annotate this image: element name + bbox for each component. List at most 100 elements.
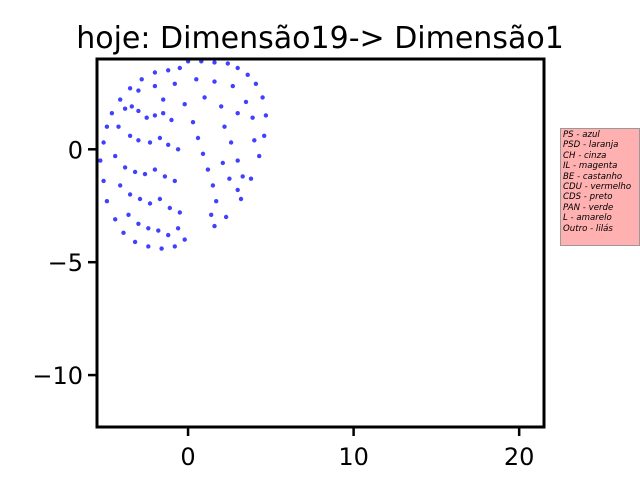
data-point xyxy=(161,97,166,102)
data-point xyxy=(156,228,161,233)
data-point xyxy=(248,176,254,181)
data-point xyxy=(127,86,133,91)
data-point xyxy=(175,226,181,231)
axis-ticks: 0 10 20 0 −5 −10 xyxy=(32,136,534,471)
data-point xyxy=(142,171,148,177)
data-point xyxy=(235,158,240,163)
data-point xyxy=(209,212,214,217)
data-point xyxy=(101,140,106,145)
data-point xyxy=(230,83,235,89)
data-point xyxy=(147,201,153,206)
x-tick-label: 20 xyxy=(504,443,535,471)
data-point xyxy=(228,140,234,145)
data-point xyxy=(210,183,216,188)
data-point xyxy=(122,106,128,111)
data-point xyxy=(146,244,151,249)
data-point xyxy=(214,199,219,204)
data-point xyxy=(190,120,196,125)
data-point xyxy=(152,113,158,118)
x-tick-label: 10 xyxy=(338,443,369,471)
data-point xyxy=(245,72,250,78)
data-point xyxy=(222,124,227,129)
data-point xyxy=(121,230,126,235)
data-point xyxy=(195,135,201,141)
data-point xyxy=(127,192,133,197)
data-point xyxy=(116,124,121,129)
data-point xyxy=(113,153,118,159)
data-point xyxy=(152,70,158,75)
data-point xyxy=(104,124,110,129)
data-point xyxy=(127,133,133,138)
data-point xyxy=(101,178,106,184)
legend-entry: PS - azul xyxy=(563,130,600,140)
data-point xyxy=(126,212,131,217)
data-point xyxy=(132,169,138,175)
legend-entry: Outro - lilás xyxy=(563,223,613,234)
data-point xyxy=(104,199,110,204)
data-point xyxy=(182,102,187,107)
data-points xyxy=(98,59,269,251)
data-point xyxy=(172,178,177,184)
data-point xyxy=(263,113,269,118)
data-point xyxy=(194,77,199,82)
data-point xyxy=(262,133,267,138)
data-point xyxy=(161,111,166,116)
data-point xyxy=(139,77,144,82)
y-tick-label: −5 xyxy=(48,249,83,277)
legend-entry: PAN - verde xyxy=(563,202,614,213)
data-point xyxy=(227,176,232,181)
data-point xyxy=(144,115,149,120)
data-point xyxy=(219,104,224,109)
data-point xyxy=(235,111,240,116)
legend-entry: CDU - vermelho xyxy=(563,182,632,193)
data-point xyxy=(225,61,230,66)
data-point xyxy=(202,95,207,100)
data-point xyxy=(200,151,206,156)
data-point xyxy=(253,81,259,87)
data-point xyxy=(212,79,217,84)
legend: PS - azul PSD - laranja CH - cinza IL - mag… xyxy=(560,128,640,246)
data-point xyxy=(122,165,128,170)
data-point xyxy=(157,196,163,202)
data-point xyxy=(212,223,217,229)
legend-entry: PSD - laranja xyxy=(563,140,619,151)
data-point xyxy=(182,237,187,242)
data-point xyxy=(137,196,143,202)
data-point xyxy=(250,115,255,120)
data-point xyxy=(175,147,181,152)
data-point xyxy=(220,160,225,166)
data-point xyxy=(136,221,141,226)
legend-entry: CH - cinza xyxy=(563,150,607,161)
data-point xyxy=(172,244,177,249)
data-point xyxy=(257,153,262,159)
legend-entry: CDS - preto xyxy=(563,192,613,203)
data-point xyxy=(166,68,171,73)
data-point xyxy=(260,95,265,100)
data-point xyxy=(136,108,141,114)
data-point xyxy=(129,104,134,109)
data-point xyxy=(152,167,158,172)
data-point xyxy=(147,140,153,145)
legend-entry: BE - castanho xyxy=(563,171,623,182)
data-point xyxy=(177,65,182,71)
data-point xyxy=(118,183,123,188)
data-point xyxy=(162,174,168,179)
data-point xyxy=(166,142,171,147)
data-point xyxy=(132,239,138,245)
data-point xyxy=(235,187,240,193)
data-point xyxy=(159,246,164,251)
data-point xyxy=(205,167,211,172)
data-point xyxy=(238,196,244,202)
data-point xyxy=(169,117,174,123)
chart-title: hoje: Dimensão19-> Dimensão1 xyxy=(76,21,564,56)
x-tick-label: 0 xyxy=(180,443,195,471)
data-point xyxy=(212,60,217,65)
data-point xyxy=(157,135,163,141)
data-point xyxy=(223,214,229,220)
data-point xyxy=(109,111,115,116)
data-point xyxy=(177,210,182,215)
plot-frame xyxy=(95,57,546,429)
data-point xyxy=(136,88,141,93)
data-point xyxy=(118,97,123,102)
